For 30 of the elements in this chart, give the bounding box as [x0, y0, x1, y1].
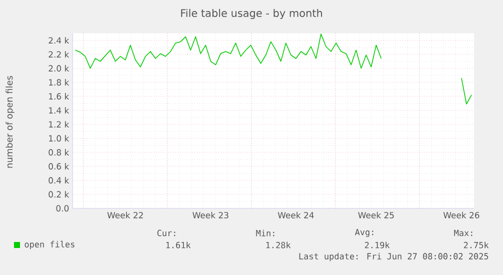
y-tick-label: 2.4 k	[48, 37, 70, 44]
y-tick-label: 1.4 k	[49, 107, 70, 114]
y-tick-label: 1.2 k	[49, 121, 70, 128]
text: 1.61k	[166, 242, 191, 248]
y-tick-label: 0.4 k	[48, 177, 70, 184]
chart-title: File table usage - by month	[181, 8, 322, 20]
x-tick-label: Week 23	[192, 212, 228, 218]
y-tick-label: 0.0	[56, 205, 69, 212]
text: 2.75k	[464, 242, 489, 248]
x-tick-label: Week 22	[107, 212, 143, 218]
y-tick-label: 1.8 k	[49, 79, 70, 86]
y-tick-label: 0.8 k	[48, 149, 70, 156]
x-tick-label: Week 26	[443, 212, 480, 218]
text: Max:	[454, 230, 472, 236]
text: Avg:	[354, 229, 374, 237]
x-tick-label: Week 24	[278, 212, 314, 218]
text: 2.19k	[364, 242, 390, 248]
text: Cur:	[157, 230, 176, 236]
legend-label: open files	[24, 240, 74, 250]
text: Min:	[256, 230, 274, 236]
y-tick-label: 2.2 k	[48, 51, 70, 58]
y-tick-label: 1.0 k	[49, 135, 70, 142]
text: 1.28k	[266, 242, 291, 248]
y-axis-title: number of open files	[6, 76, 14, 168]
text: Last update: Fri Jun 27 08:00:02 2025	[299, 252, 488, 262]
y-tick-label: 2.0 k	[48, 65, 70, 72]
y-tick-label: 1.6 k	[49, 93, 70, 100]
y-tick-label: 0.2 k	[48, 191, 70, 198]
y-tick-label: 0.6 k	[48, 163, 70, 170]
x-tick-label: Week 25	[358, 212, 394, 218]
